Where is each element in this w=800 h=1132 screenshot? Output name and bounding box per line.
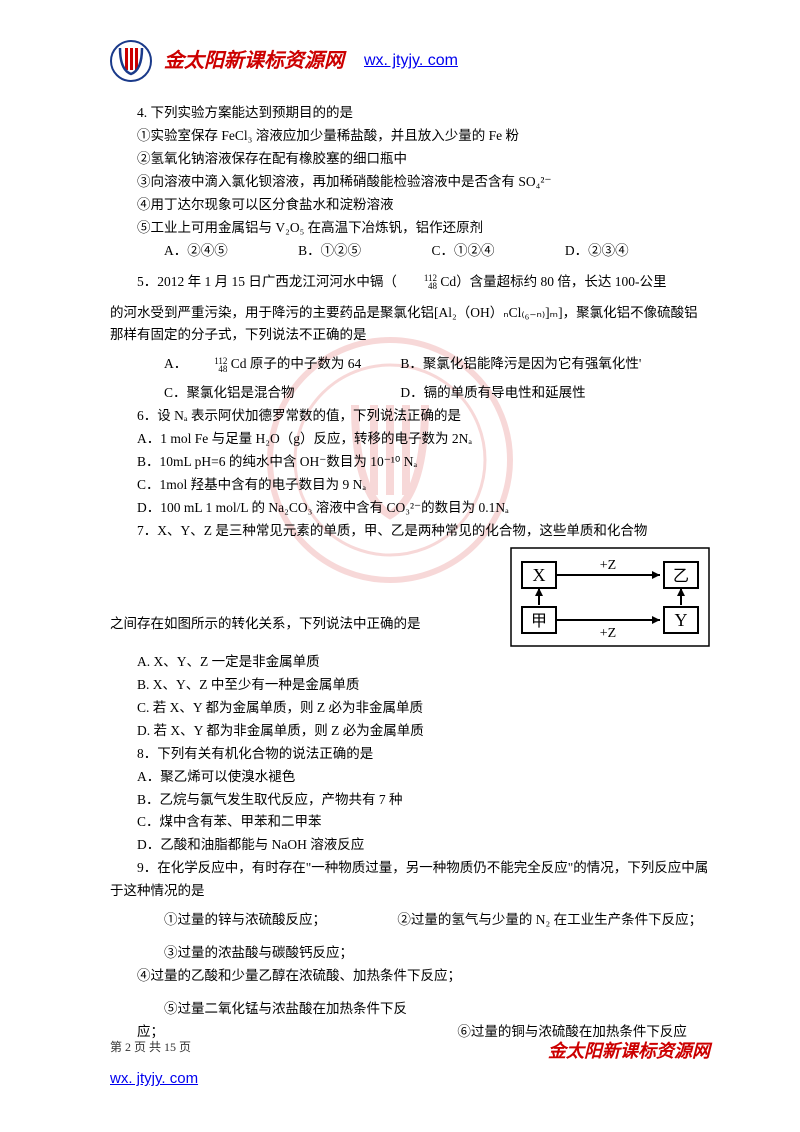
dg-z1: +Z [600,558,616,573]
q7-optB: B. X、Y、Z 中至少有一种是金属单质 [110,674,710,697]
q5-line2: 的河水受到严重污染，用于降污的主要药品是聚氯化铝[Al₂（OH）ₙCl₍₆₋ₙ₎… [110,302,710,348]
site-title: 金太阳新课标资源网 [164,44,344,78]
q4-optD: D．②③④ [538,240,629,263]
q4-optC: C．①②④ [405,240,495,263]
q9-i4: ④过量的乙酸和少量乙醇在浓硫酸、加热条件下反应； [110,965,461,988]
q9-row1: ①过量的锌与浓硫酸反应； ②过量的氢气与少量的 N₂ 在工业生产条件下反应； [110,909,710,932]
page-header: 金太阳新课标资源网 wx. jtyjy. com [110,40,710,82]
page-footer: 第 2 页 共 15 页 金太阳新课标资源网 wx. jtyjy. com [110,1036,710,1092]
q4-item1: ①实验室保存 FeCl₃ 溶液应加少量稀盐酸，并且放入少量的 Fe 粉 [110,125,710,148]
q5-row2: C．聚氯化铝是混合物 D．镉的单质有导电性和延展性 [110,382,710,405]
q6-optC: C．1mol 羟基中含有的电子数目为 9 Nₐ [110,474,710,497]
q7-line1: 7．X、Y、Z 是三种常见元素的单质，甲、乙是两种常见的化合物，这些单质和化合物 [110,520,710,543]
q4-item3: ③向溶液中滴入氯化钡溶液，再加稀硝酸能检验溶液中是否含有 SO₄²⁻ [110,171,710,194]
q4-item2: ②氢氧化钠溶液保存在配有橡胶塞的细口瓶中 [110,148,710,171]
q6-title: 6．设 Nₐ 表示阿伏加德罗常数的值，下列说法正确的是 [110,405,710,428]
site-logo [110,40,152,82]
q5-iso-sym: Cd [437,274,456,289]
q5-optD: D．镉的单质有导电性和延展性 [400,385,585,400]
q5-iso-z: 48 [428,281,437,291]
footer-brand: 金太阳新课标资源网 [548,1036,710,1067]
q9-row2: ③过量的浓盐酸与碳酸钙反应； ④过量的乙酸和少量乙醇在浓硫酸、加热条件下反应； [110,942,710,988]
q8-optB: B．乙烷与氯气发生取代反应，产物共有 7 种 [110,789,710,812]
q7-optC: C. 若 X、Y 都为金属单质，则 Z 必为非金属单质 [110,697,710,720]
q5-optA-post: Cd 原子的中子数为 64 [227,356,361,371]
q5-line1: 5．2012 年 1 月 15 日广西龙江河河水中镉（11248 Cd）含量超标… [110,271,710,294]
q5-row1: A．11248 Cd 原子的中子数为 64 B．聚氯化铝能降污是因为它有强氧化性… [110,353,710,376]
q5-optB: B．聚氯化铝能降污是因为它有强氧化性' [400,356,641,371]
q5-optA-pre: A． [164,356,187,371]
q5-l1b: ）含量超标约 80 倍，长达 100-公里 [456,274,666,289]
q8-optD: D．乙酸和油脂都能与 NaOH 溶液反应 [110,834,710,857]
q5-optC: C．聚氯化铝是混合物 [137,382,397,405]
q4-optA: A．②④⑤ [137,240,228,263]
q4-title: 4. 下列实验方案能达到预期目的的是 [110,102,710,125]
dg-jia: 甲 [531,613,547,630]
q6-optB: B．10mL pH=6 的纯水中含 OH⁻数目为 10⁻¹⁰ Nₐ [110,451,710,474]
q4-optB: B．①②⑤ [271,240,361,263]
q4-options: A．②④⑤ B．①②⑤ C．①②④ D．②③④ [110,240,710,263]
site-url-link[interactable]: wx. jtyjy. com [364,47,458,74]
q9-i3: ③过量的浓盐酸与碳酸钙反应； [137,942,367,965]
page-number: 第 2 页 共 15 页 [110,1040,191,1054]
q8-optC: C．煤中含有苯、甲苯和二甲苯 [110,811,710,834]
q5-optA: A．11248 Cd 原子的中子数为 64 [137,353,397,376]
q7-optD: D. 若 X、Y 都为非金属单质，则 Z 必为金属单质 [110,720,710,743]
q4-item5: ⑤工业上可用金属铝与 V₂O₅ 在高温下冶炼钒，铝作还原剂 [110,217,710,240]
dg-y: Y [675,610,688,630]
q6-optD: D．100 mL 1 mol/L 的 Na₂CO₃ 溶液中含有 CO₃²⁻的数目… [110,497,710,520]
dg-yi: 乙 [673,568,689,585]
footer-url-link[interactable]: wx. jtyjy. com [110,1070,198,1087]
q7-diagram: X 乙 甲 Y +Z +Z [510,547,710,647]
q6-optA: A．1 mol Fe 与足量 H₂O（g）反应，转移的电子数为 2Nₐ [110,428,710,451]
dg-z2: +Z [600,626,616,641]
document-body: 4. 下列实验方案能达到预期目的的是 ①实验室保存 FeCl₃ 溶液应加少量稀盐… [110,102,710,1044]
dg-x: X [533,565,546,585]
q4-item4: ④用丁达尔现象可以区分食盐水和淀粉溶液 [110,194,710,217]
q5-l1a: 5．2012 年 1 月 15 日广西龙江河河水中镉（ [137,274,397,289]
q7-optA: A. X、Y、Z 一定是非金属单质 [110,651,710,674]
q9-i1: ①过量的锌与浓硫酸反应； [137,909,367,932]
q8-title: 8．下列有关有机化合物的说法正确的是 [110,743,710,766]
q9-line1: 9．在化学反应中，有时存在"一种物质过量，另一种物质仍不能完全反应"的情况，下列… [110,857,710,903]
q9-i2: ②过量的氢气与少量的 N₂ 在工业生产条件下反应； [370,909,702,932]
q8-optA: A．聚乙烯可以使溴水褪色 [110,766,710,789]
